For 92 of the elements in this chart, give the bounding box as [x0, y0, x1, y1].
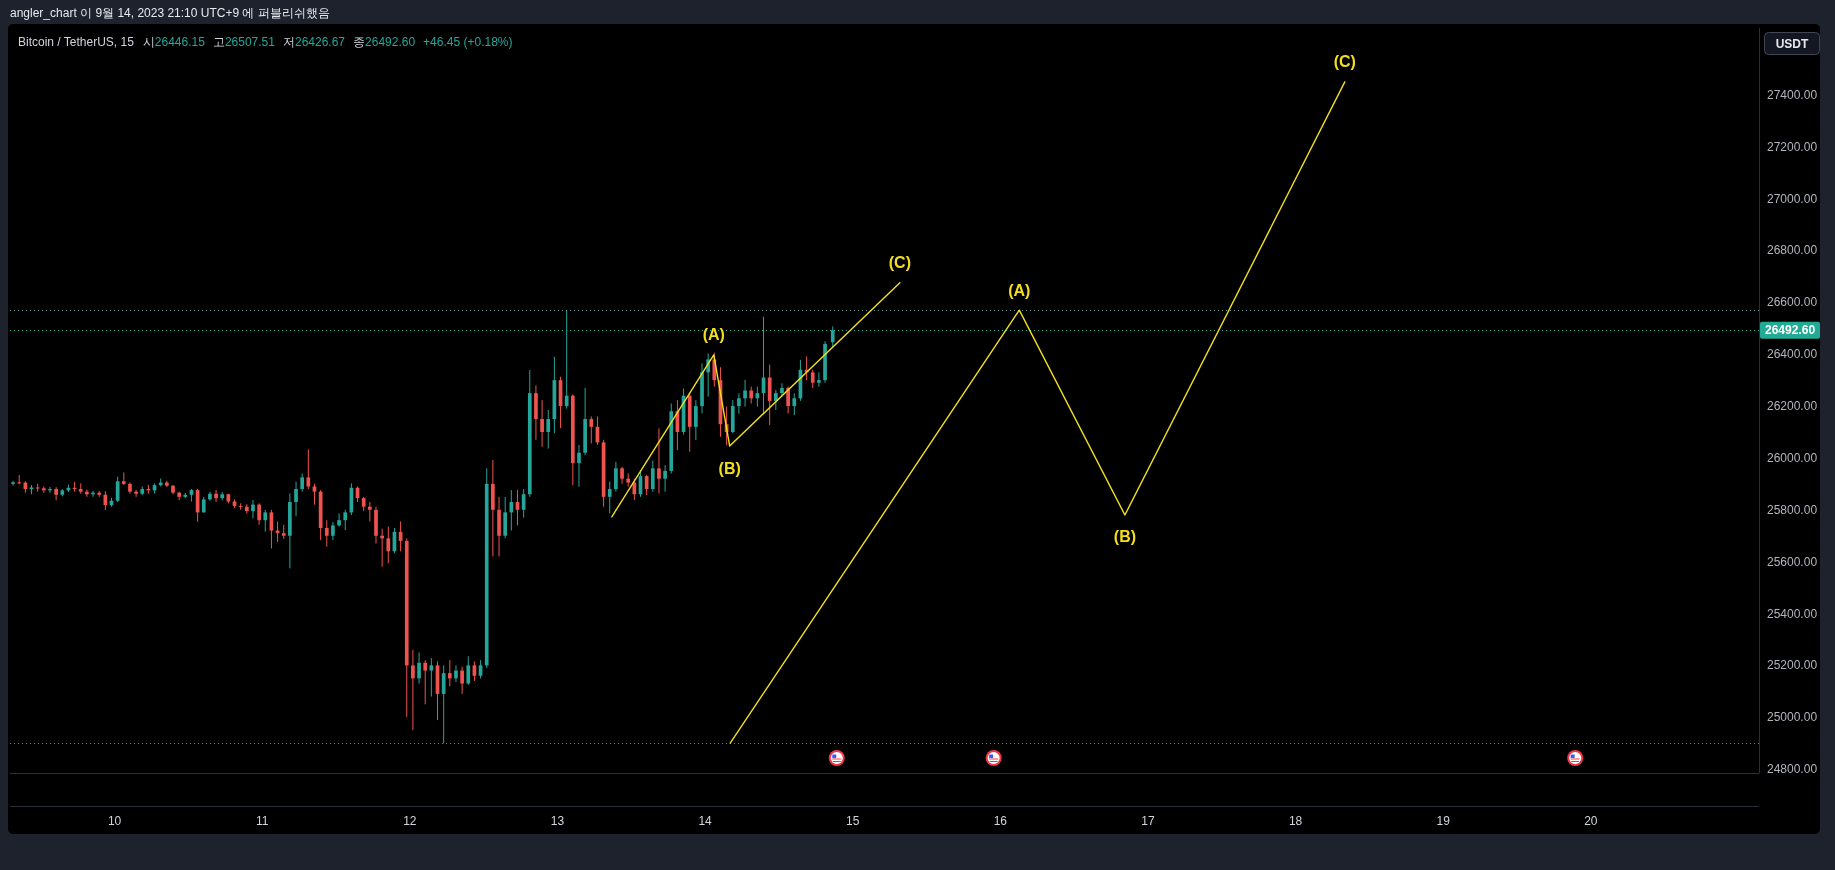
y-tick-label: 25600.00 [1767, 554, 1818, 569]
candlestick [460, 666, 464, 695]
y-tick-label: 25000.00 [1767, 710, 1818, 725]
ref-line-label: 26492.60 [1765, 323, 1816, 338]
candlestick [312, 483, 317, 506]
y-tick-label: 25800.00 [1767, 502, 1818, 517]
candlestick [773, 389, 778, 411]
x-tick-label: 11 [255, 814, 269, 828]
x-tick-label: 17 [1141, 814, 1155, 828]
candlestick [540, 399, 544, 448]
candlestick [300, 473, 305, 493]
candlestick [607, 481, 612, 514]
annotation: +46.45 (+0.18%) [423, 35, 513, 49]
y-tick-label: 26000.00 [1767, 450, 1818, 465]
x-tick-label: 20 [1584, 814, 1598, 828]
chart-title: angler_chart 이 9월 14, 2023 21:10 UTC+9 에 퍼블리쉬했음 [10, 6, 330, 20]
x-tick-label: 15 [846, 814, 860, 828]
candlestick [792, 392, 797, 416]
candlestick [466, 655, 471, 686]
candlestick [306, 448, 311, 490]
candlestick [780, 382, 784, 397]
candlestick [11, 480, 15, 487]
annotation: 종26492.60 [353, 35, 416, 49]
annotation: (C) [1333, 53, 1356, 71]
x-tick-label: 10 [107, 814, 122, 828]
x-tick-label: 19 [1436, 814, 1451, 828]
candlestick [614, 461, 618, 493]
candlestick [743, 379, 747, 408]
y-tick-label: 26200.00 [1767, 399, 1818, 414]
y-tick-label: 25200.00 [1767, 658, 1818, 673]
candlestick [564, 309, 569, 410]
candlestick [423, 659, 428, 705]
x-tick-label: 12 [403, 814, 417, 828]
y-axis-title: USDT [1775, 37, 1809, 51]
annotation: 고26507.51 [212, 35, 276, 49]
text: Bitcoin / TetherUS, 15 [18, 35, 135, 49]
x-tick-label: 18 [1288, 814, 1303, 828]
candlestick [767, 364, 772, 426]
candlestick [509, 489, 514, 532]
y-tick-label: 26600.00 [1767, 295, 1818, 310]
candlestick [337, 512, 341, 528]
y-tick-label: 26800.00 [1767, 243, 1818, 258]
candlestick [657, 427, 661, 494]
candlestick [454, 664, 458, 683]
candlestick [214, 489, 218, 503]
candlestick [589, 415, 594, 444]
candlestick [263, 509, 268, 533]
candlestick [238, 502, 243, 511]
line-series [611, 281, 901, 518]
annotation: (A) [1008, 281, 1031, 299]
candlestick [343, 509, 348, 531]
annotation: (B) [1113, 528, 1137, 546]
y-tick-label: 27200.00 [1767, 139, 1818, 154]
candlestick [294, 481, 298, 517]
candlestick [650, 460, 655, 493]
annotation: (B) [718, 459, 741, 477]
candlestick [324, 519, 329, 548]
candlestick [165, 480, 169, 488]
candlestick [429, 657, 434, 697]
candlestick [417, 651, 421, 685]
annotation: (C) [888, 254, 911, 272]
candlestick [103, 490, 108, 511]
candlestick [257, 502, 261, 526]
candlestick [786, 386, 790, 414]
y-tick-label: 25400.00 [1767, 606, 1818, 621]
candlestick [54, 486, 58, 501]
y-tick-label: 27000.00 [1767, 191, 1818, 206]
candlestick [546, 409, 551, 450]
candlestick [411, 649, 415, 731]
candlestick [447, 659, 452, 687]
candlestick [663, 464, 667, 493]
x-tick-label: 13 [550, 814, 565, 828]
candlestick [694, 399, 698, 441]
candlestick [386, 526, 391, 564]
candlestick [577, 444, 581, 488]
x-tick-label: 16 [993, 814, 1008, 828]
y-tick-label: 24800.00 [1767, 762, 1818, 777]
candlestick [810, 369, 815, 389]
annotation: (A) [702, 326, 725, 344]
candlestick [503, 496, 508, 539]
candlestick [737, 392, 741, 415]
candlestick [251, 499, 255, 519]
annotation: 저26426.67 [282, 35, 346, 49]
y-tick-label: 27400.00 [1767, 87, 1818, 102]
candlestick [368, 501, 372, 522]
x-tick-label: 14 [698, 814, 713, 828]
annotation: 시26446.15 [142, 35, 206, 49]
candlestick [331, 521, 335, 541]
candlestick [441, 664, 446, 744]
candlestick [134, 489, 138, 498]
y-tick-label: 26400.00 [1767, 347, 1818, 362]
candlestick [817, 371, 821, 388]
